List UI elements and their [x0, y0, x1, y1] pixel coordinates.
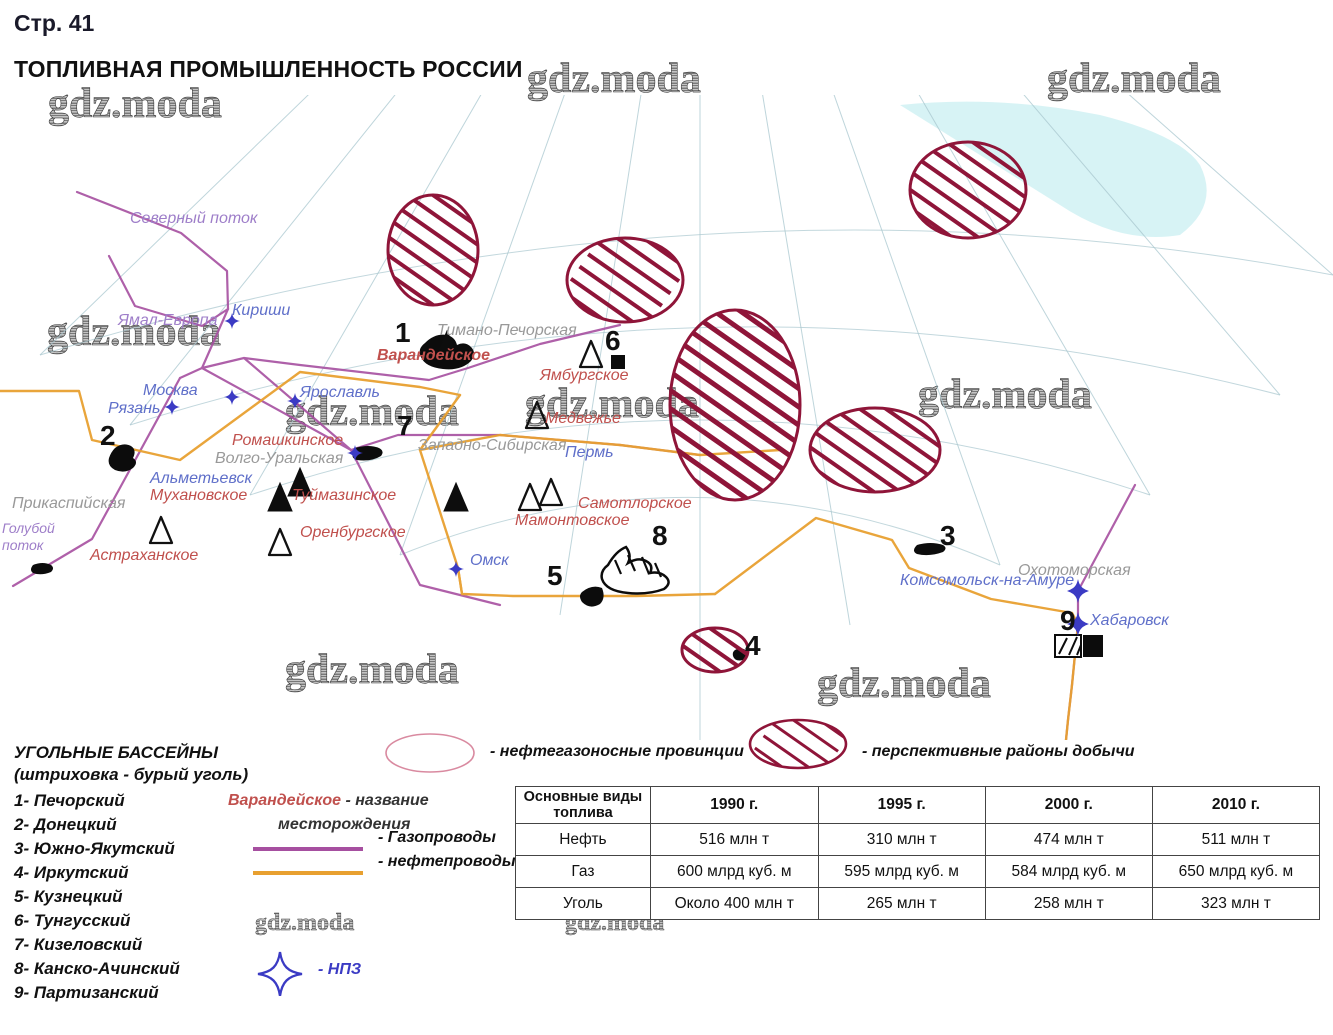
svg-text:Волго-Уральская: Волго-Уральская [215, 450, 344, 467]
svg-text:Ямбургское: Ямбургское [539, 367, 629, 384]
svg-text:Ямал-Европа: Ямал-Европа [117, 312, 218, 329]
svg-text:Тимано-Печорская: Тимано-Печорская [437, 322, 577, 339]
svg-text:4: 4 [745, 630, 761, 661]
svg-text:Астраханское: Астраханское [89, 547, 198, 564]
svg-text:7: 7 [397, 410, 413, 441]
svg-text:Прикаспийская: Прикаспийская [12, 495, 126, 512]
svg-text:Омск: Омск [470, 552, 510, 569]
svg-text:Северный поток: Северный поток [130, 210, 259, 227]
svg-text:Пермь: Пермь [565, 444, 614, 461]
svg-text:2: 2 [100, 420, 116, 451]
svg-text:Варандейское: Варандейское [377, 347, 490, 364]
svg-text:Мухановское: Мухановское [150, 487, 247, 504]
svg-text:1: 1 [395, 317, 411, 348]
svg-text:8: 8 [652, 520, 668, 551]
svg-text:Рязань: Рязань [108, 400, 160, 417]
svg-text:Комсомольск-на-Амуре: Комсомольск-на-Амуре [900, 572, 1074, 589]
svg-text:5: 5 [547, 560, 563, 591]
svg-text:6: 6 [605, 325, 621, 356]
svg-text:поток: поток [2, 537, 45, 553]
svg-text:Ромашкинское: Ромашкинское [232, 432, 343, 449]
svg-text:Мамонтовское: Мамонтовское [515, 512, 630, 529]
svg-text:Альметьевск: Альметьевск [149, 470, 253, 487]
svg-text:Туймазинское: Туймазинское [292, 487, 396, 504]
svg-text:Голубой: Голубой [2, 520, 55, 536]
svg-text:Кириши: Кириши [232, 302, 290, 319]
svg-text:Москва: Москва [143, 382, 198, 399]
svg-text:Самотлорское: Самотлорское [578, 495, 692, 512]
svg-text:Западно-Сибирская: Западно-Сибирская [418, 437, 567, 454]
svg-text:Хабаровск: Хабаровск [1089, 612, 1170, 629]
svg-text:Оренбургское: Оренбургское [300, 524, 406, 541]
svg-text:Ярославль: Ярославль [299, 384, 380, 401]
svg-text:Медвежье: Медвежье [545, 410, 621, 427]
svg-text:3: 3 [940, 520, 956, 551]
svg-text:9: 9 [1060, 605, 1076, 636]
